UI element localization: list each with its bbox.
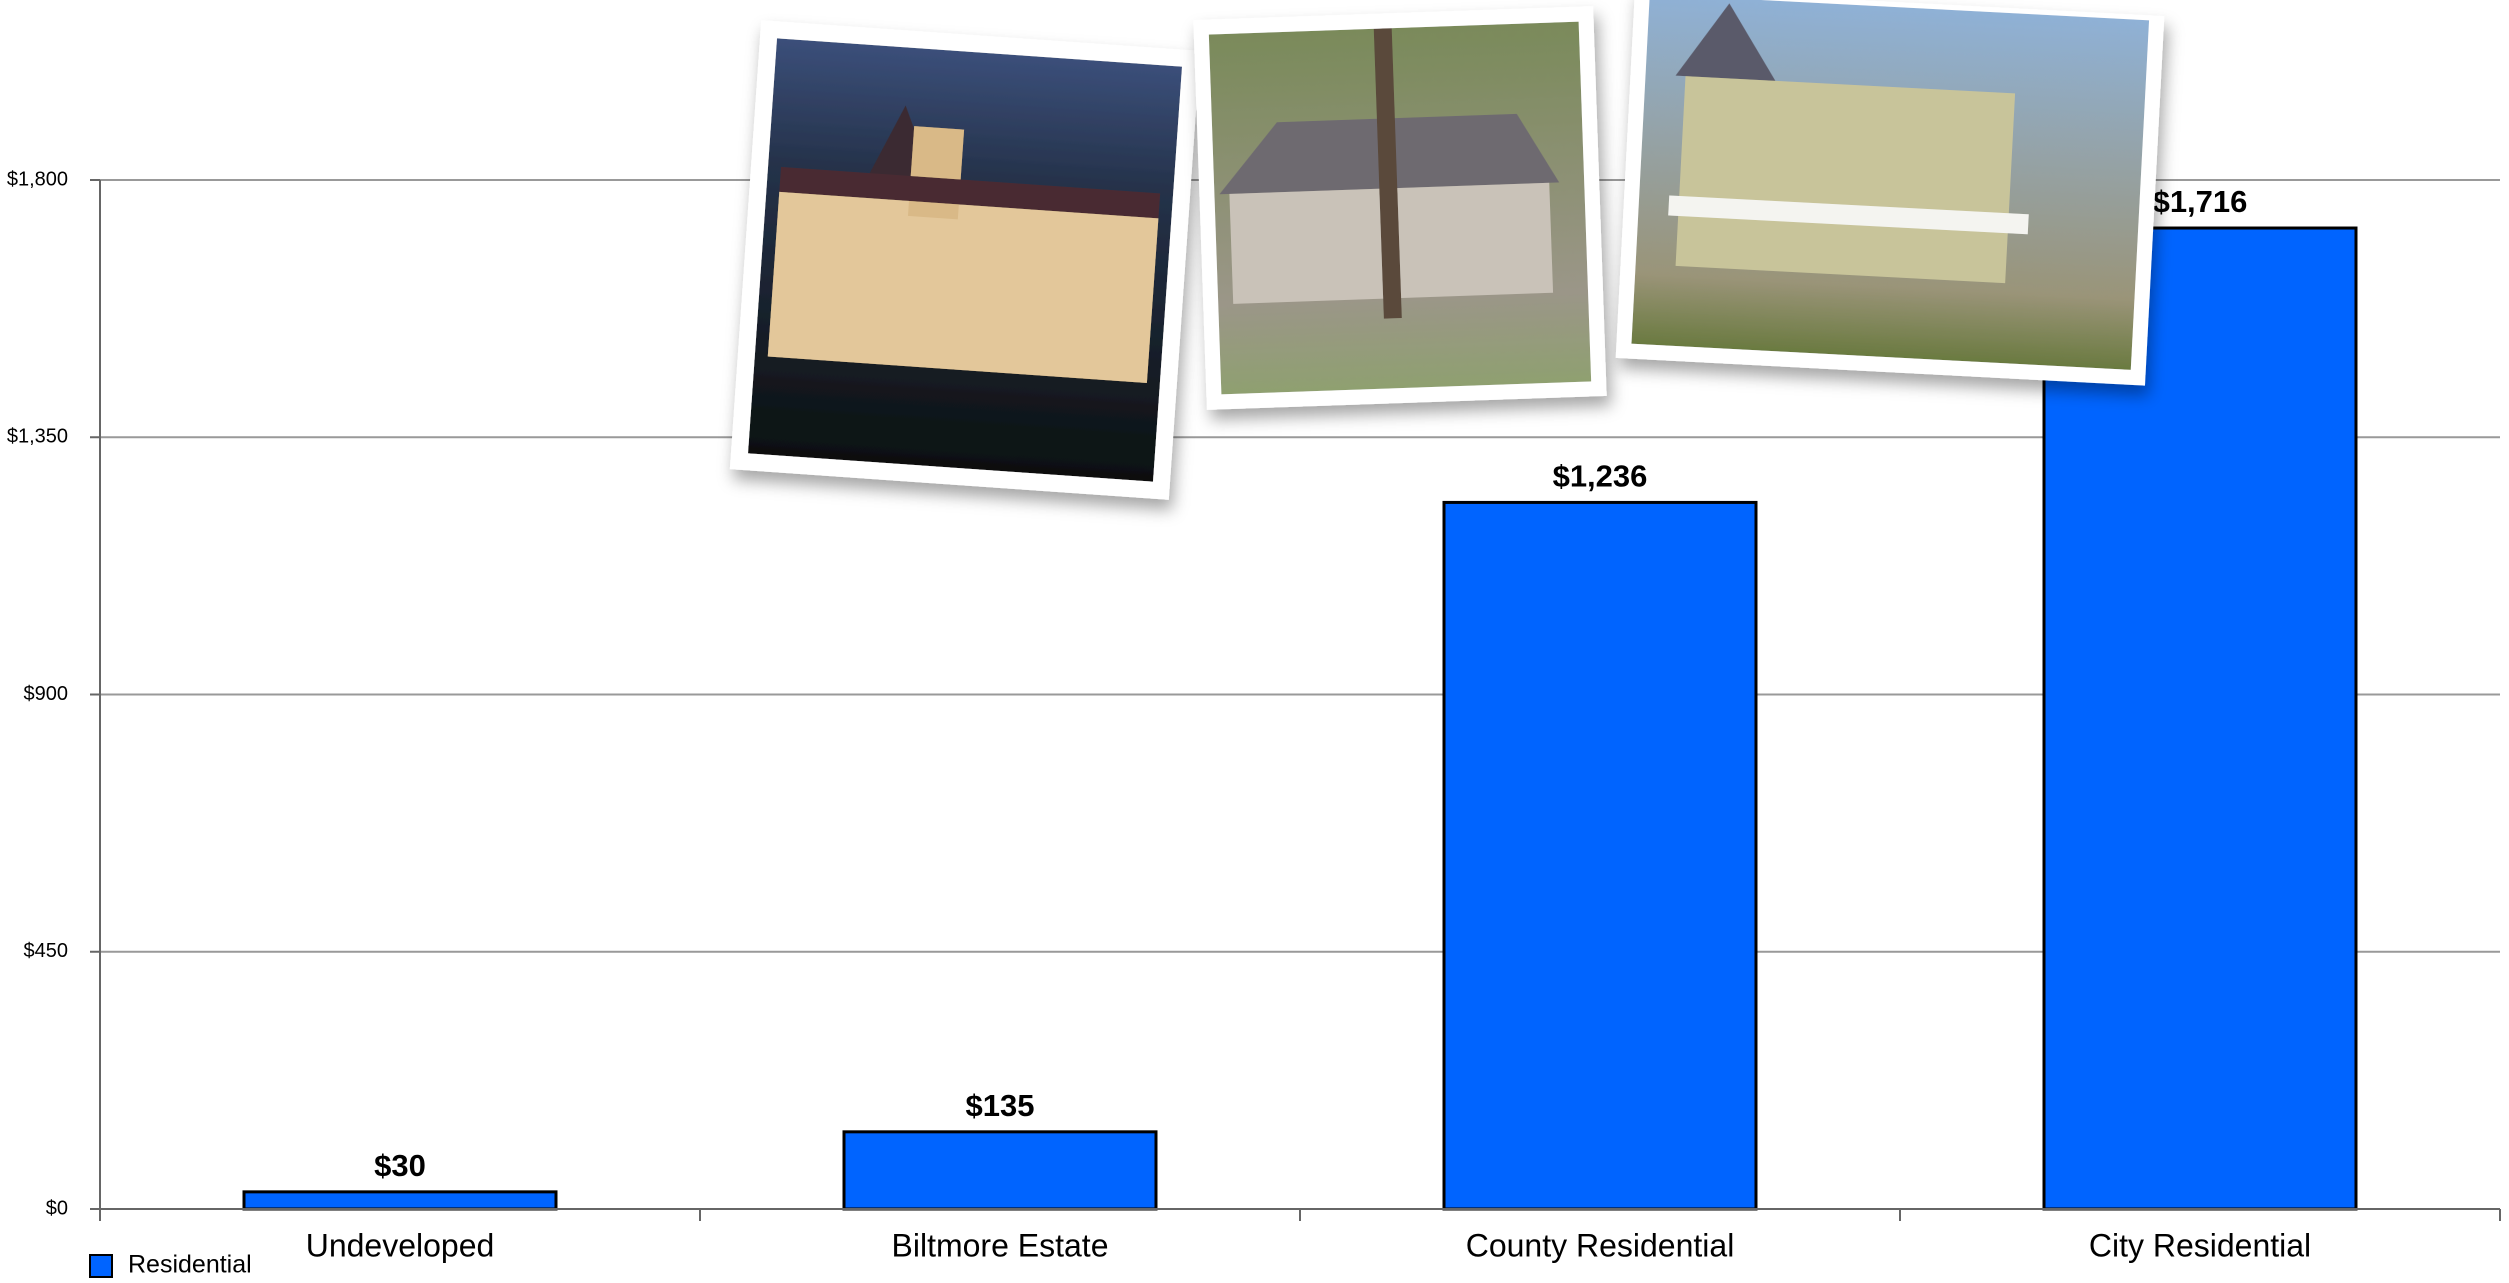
bar	[842, 1130, 1158, 1211]
photo-county-house	[1193, 6, 1607, 410]
value-label: $30	[374, 1148, 426, 1183]
photos	[729, 0, 2165, 500]
legend-swatch	[89, 1254, 113, 1278]
value-label: $135	[966, 1088, 1035, 1123]
value-label: $1,716	[2153, 184, 2248, 219]
x-tick-label: City Residential	[2089, 1227, 2311, 1263]
value-label: $1,236	[1553, 459, 1648, 494]
x-tick-label: Biltmore Estate	[892, 1227, 1109, 1263]
bar	[242, 1190, 558, 1211]
y-tick-label: $1,800	[7, 168, 68, 190]
photo-biltmore	[729, 20, 1201, 500]
y-tick-label: $450	[24, 940, 69, 962]
y-tick-label: $1,350	[7, 426, 68, 448]
y-tick-label: $0	[46, 1197, 68, 1219]
bar	[2042, 226, 2358, 1211]
y-tick-label: $900	[24, 683, 69, 705]
photo-city-house	[1615, 0, 2165, 386]
x-tick-label: Undeveloped	[306, 1227, 495, 1263]
legend-label: Residential	[128, 1251, 252, 1279]
bar	[1442, 500, 1758, 1211]
x-tick-label: County Residential	[1466, 1227, 1735, 1263]
